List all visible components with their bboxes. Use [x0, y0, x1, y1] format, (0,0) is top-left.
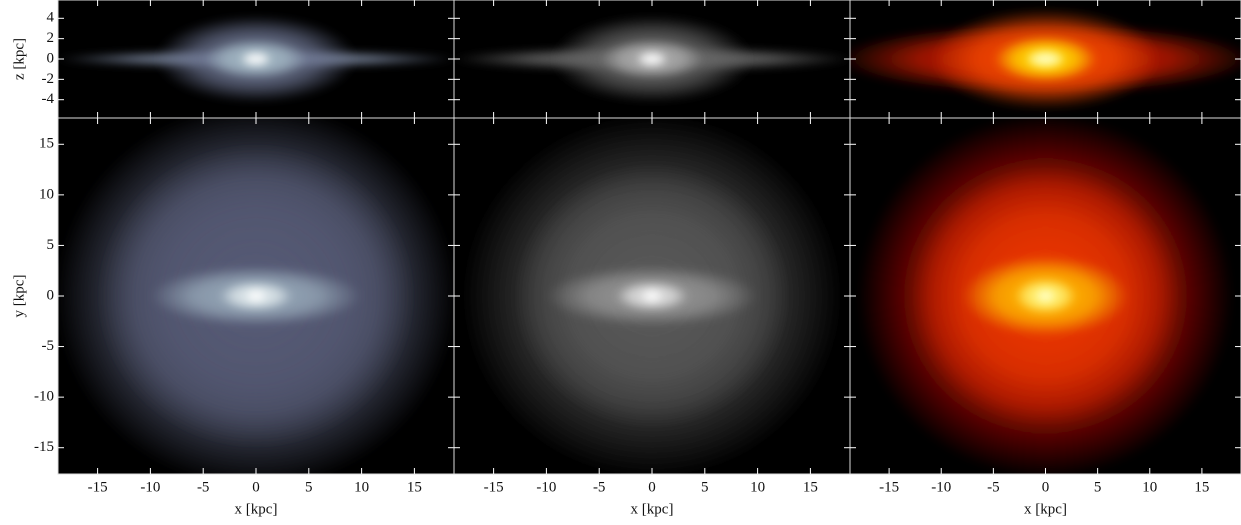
emission: [641, 289, 663, 303]
y-tick-label: 0: [47, 287, 55, 303]
panel: [454, 118, 850, 474]
y-tick-label: -5: [42, 338, 55, 354]
x-tick-label: 5: [701, 479, 709, 495]
x-tick-label: -15: [88, 479, 108, 495]
x-tick-label: 0: [1042, 479, 1050, 495]
x-axis-label: x [kpc]: [631, 501, 674, 517]
x-tick-label: -5: [197, 479, 210, 495]
emission: [1024, 48, 1067, 70]
y-tick-label: -15: [34, 439, 54, 455]
x-tick-label: -10: [140, 479, 160, 495]
x-tick-label: -5: [987, 479, 1000, 495]
y-tick-label: -10: [34, 389, 54, 405]
emission: [240, 50, 272, 68]
emission: [636, 50, 668, 68]
panel: [58, 118, 454, 474]
x-tick-label: 15: [407, 479, 422, 495]
x-tick-label: 5: [1094, 479, 1102, 495]
emission: [245, 289, 267, 303]
y-tick-label: 4: [47, 10, 55, 26]
y-tick-label: 10: [39, 186, 54, 202]
x-tick-label: 10: [1142, 479, 1157, 495]
panel: [850, 0, 1241, 118]
x-tick-label: -15: [484, 479, 504, 495]
y-tick-label: 15: [39, 136, 54, 152]
x-axis-label: x [kpc]: [235, 501, 278, 517]
panel: [454, 0, 850, 118]
y-tick-label: 0: [47, 50, 55, 66]
y-tick-label: -2: [42, 71, 55, 87]
x-tick-label: -15: [879, 479, 899, 495]
x-tick-label: 10: [354, 479, 369, 495]
x-tick-label: -5: [593, 479, 606, 495]
x-tick-label: -10: [536, 479, 556, 495]
x-tick-label: -10: [931, 479, 951, 495]
y-tick-label: 5: [47, 237, 55, 253]
x-tick-label: 0: [648, 479, 656, 495]
y-axis-label: y [kpc]: [11, 275, 27, 318]
emission: [1035, 288, 1056, 304]
x-tick-label: 5: [305, 479, 313, 495]
x-tick-label: 10: [750, 479, 765, 495]
x-tick-label: 15: [803, 479, 818, 495]
x-axis-label: x [kpc]: [1024, 501, 1067, 517]
panel: [58, 0, 454, 118]
y-tick-label: 2: [47, 30, 55, 46]
x-tick-label: 0: [252, 479, 260, 495]
y-axis-label: z [kpc]: [11, 38, 27, 80]
panel: [850, 118, 1241, 474]
y-tick-label: -4: [42, 91, 55, 107]
x-tick-label: 15: [1194, 479, 1209, 495]
